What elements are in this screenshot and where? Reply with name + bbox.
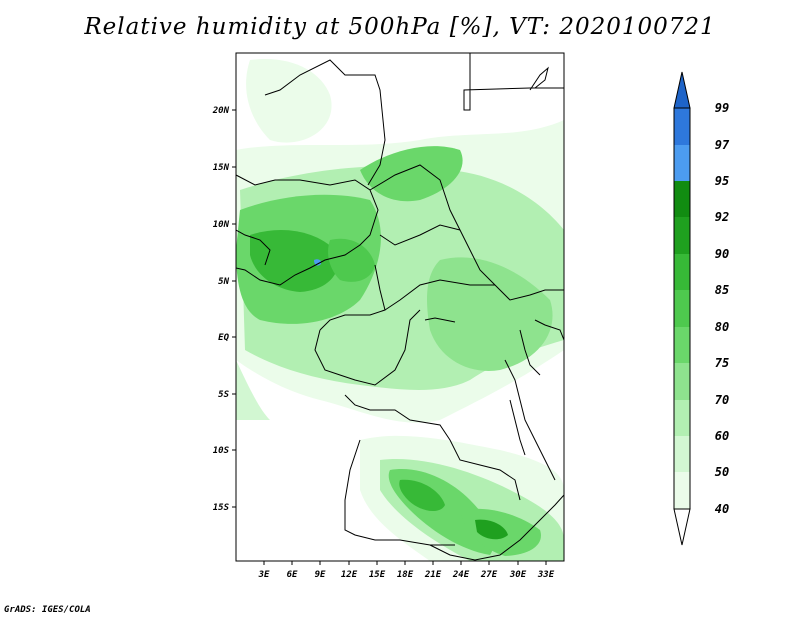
lon-label: 21E bbox=[424, 570, 442, 580]
colorbar-segment bbox=[674, 400, 690, 436]
lat-label: 15N bbox=[213, 163, 230, 173]
lon-label: 9E bbox=[315, 570, 326, 580]
border-line bbox=[264, 59, 386, 186]
humidity-core-blue bbox=[314, 259, 322, 266]
lon-label: 12E bbox=[341, 570, 358, 580]
colorbar-label: 70 bbox=[715, 393, 729, 407]
colorbar-segment bbox=[674, 363, 690, 400]
chart-title: Relative humidity at 500hPa [%], VT: 202… bbox=[84, 14, 716, 40]
border-line bbox=[236, 174, 379, 286]
humidity-core-west bbox=[250, 230, 339, 292]
lat-label: 10S bbox=[213, 446, 230, 456]
border-line bbox=[319, 264, 386, 331]
colorbar-segment bbox=[674, 290, 690, 327]
lat-label: 10N bbox=[213, 220, 230, 230]
lat-label: 5N bbox=[218, 277, 229, 287]
lon-label: 24E bbox=[452, 570, 470, 580]
border-line bbox=[529, 66, 549, 91]
colorbar-segment bbox=[674, 472, 690, 509]
colorbar-label: 50 bbox=[715, 465, 729, 479]
lon-label: 6E bbox=[287, 570, 298, 580]
humidity-area-north-band bbox=[360, 146, 463, 202]
colorbar-segment bbox=[674, 436, 690, 472]
colorbar-label: 80 bbox=[715, 320, 729, 334]
colorbar-label: 95 bbox=[715, 174, 729, 188]
lon-label: 3E bbox=[258, 570, 270, 580]
border-line bbox=[369, 164, 564, 301]
colorbar-label: 90 bbox=[715, 247, 729, 261]
border-line bbox=[379, 224, 461, 246]
border-line bbox=[534, 319, 564, 341]
humidity-area-sw bbox=[236, 360, 270, 420]
colorbar-segment bbox=[674, 108, 690, 145]
lat-label: 15S bbox=[213, 503, 230, 513]
lon-label: 15E bbox=[369, 570, 386, 580]
colorbar-label: 40 bbox=[715, 502, 729, 516]
humidity-area-north bbox=[246, 59, 332, 143]
colorbar-top-arrow bbox=[673, 71, 691, 109]
colorbar-frame bbox=[673, 107, 691, 510]
border-line bbox=[463, 53, 564, 111]
border-line bbox=[519, 329, 541, 376]
lon-label: 33E bbox=[537, 570, 555, 580]
humidity-core-south bbox=[399, 479, 445, 512]
colorbar-label: 75 bbox=[715, 356, 729, 370]
colorbar-label: 92 bbox=[715, 210, 729, 224]
map-frame bbox=[235, 52, 565, 562]
lon-label: 30E bbox=[509, 570, 527, 580]
lat-label: 20N bbox=[212, 106, 230, 116]
lat-label: 5S bbox=[218, 390, 229, 400]
lon-label: 18E bbox=[397, 570, 414, 580]
border-line bbox=[236, 229, 271, 266]
border-line bbox=[344, 394, 521, 501]
colorbar-segment bbox=[674, 217, 690, 254]
border-line bbox=[424, 317, 456, 323]
colorbar-label: 60 bbox=[715, 429, 729, 443]
border-line bbox=[429, 494, 564, 561]
humidity-field bbox=[236, 59, 564, 561]
border-line bbox=[504, 359, 556, 481]
humidity-core-se bbox=[475, 519, 508, 540]
border-line bbox=[314, 309, 421, 386]
lon-label: 27E bbox=[480, 570, 498, 580]
colorbar-label: 99 bbox=[715, 101, 729, 115]
humidity-area-east-mid bbox=[427, 257, 553, 371]
latitude-axis: 20N 15N 10N 5N EQ 5S 10S 15S bbox=[212, 106, 236, 513]
border-line bbox=[384, 279, 495, 311]
lat-label: EQ bbox=[218, 333, 229, 343]
colorbar-label: 97 bbox=[715, 138, 730, 152]
colorbar-segment bbox=[674, 181, 690, 217]
border-line bbox=[509, 399, 526, 456]
colorbar-label: 85 bbox=[715, 283, 729, 297]
colorbar-segment bbox=[674, 327, 690, 363]
colorbar-segment bbox=[674, 254, 690, 290]
border-line bbox=[344, 439, 455, 546]
longitude-axis: 3E 6E 9E 12E 15E 18E 21E 24E 27E 30E 33E bbox=[258, 561, 555, 580]
country-borders bbox=[236, 53, 564, 561]
colorbar-segment bbox=[674, 145, 690, 181]
colorbar-bottom-arrow bbox=[673, 508, 691, 546]
humidity-core-central bbox=[328, 238, 375, 282]
colorbar: 99 97 95 92 90 85 80 75 70 60 50 40 bbox=[673, 71, 730, 546]
footer-credit: GrADS: IGES/COLA bbox=[4, 605, 91, 615]
